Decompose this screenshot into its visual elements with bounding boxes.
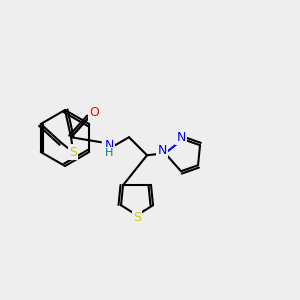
Text: O: O [89, 106, 99, 119]
Text: S: S [133, 211, 141, 224]
Text: N: N [176, 131, 186, 144]
Text: H: H [105, 148, 113, 158]
Text: N: N [104, 139, 114, 152]
Text: N: N [157, 144, 167, 157]
Text: S: S [69, 146, 77, 159]
